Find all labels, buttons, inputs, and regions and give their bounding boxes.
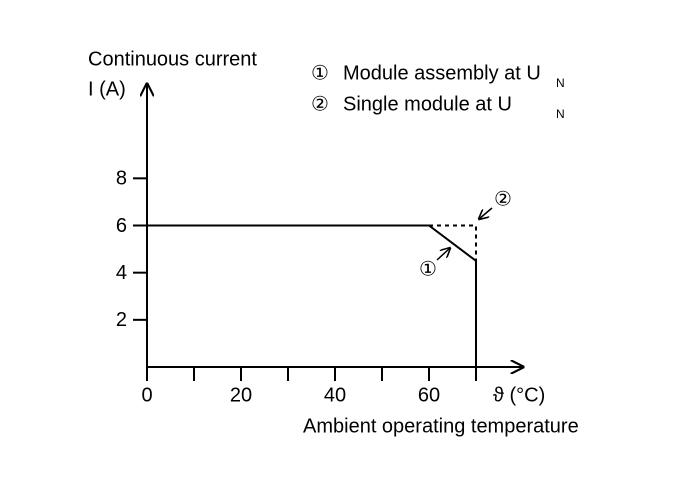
y-axis-label: Continuous current xyxy=(88,48,257,70)
x-axis-label: Ambient operating temperature xyxy=(303,415,579,437)
legend-marker: ② xyxy=(311,93,329,115)
callout-arrow xyxy=(479,207,493,219)
y-tick-label: 8 xyxy=(116,168,127,190)
callout-arrow xyxy=(436,248,450,261)
y-tick-label: 2 xyxy=(116,309,127,331)
legend-subscript: N xyxy=(556,76,565,90)
y-axis-label: I (A) xyxy=(88,78,126,100)
x-tick-label: 40 xyxy=(324,384,346,406)
series-line xyxy=(147,224,477,367)
legend-subscript: N xyxy=(556,107,565,121)
x-unit-label: ϑ (°C) xyxy=(493,384,545,406)
x-tick-label: 0 xyxy=(141,384,152,406)
x-tick-label: 20 xyxy=(230,384,252,406)
y-tick-label: 6 xyxy=(116,215,127,237)
callout-marker: ① xyxy=(419,258,437,280)
legend-marker: ① xyxy=(311,62,329,84)
y-tick-label: 4 xyxy=(116,262,127,284)
x-tick-label: 60 xyxy=(418,384,440,406)
legend-label: Single module at U xyxy=(343,93,512,115)
callout-marker: ② xyxy=(494,188,512,210)
legend-label: Module assembly at U xyxy=(343,62,541,84)
